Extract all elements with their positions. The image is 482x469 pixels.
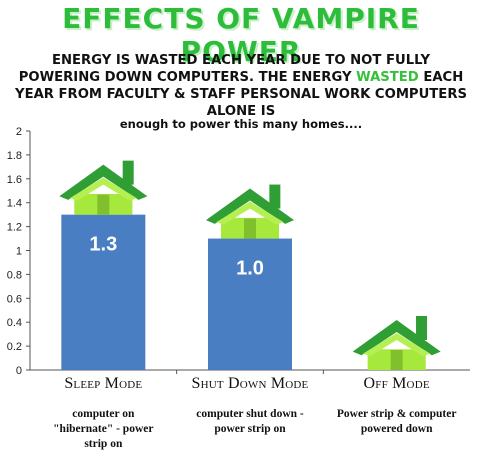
- category-note: computer on "hibernate" - power strip on: [53, 408, 154, 450]
- y-tick-label: 1: [16, 246, 22, 258]
- category-note: Power strip & computer powered down: [336, 408, 457, 435]
- house-icon: [206, 184, 294, 239]
- y-tick-label: 1.4: [7, 198, 22, 210]
- house-icon: [352, 316, 441, 370]
- y-tick-label: 1.8: [7, 150, 22, 162]
- y-tick-label: 0.8: [7, 269, 22, 281]
- headline-highlight: WASTED: [356, 70, 419, 85]
- bar: [208, 238, 292, 370]
- category-label: Sleep Mode: [64, 375, 143, 392]
- page-title: EFFECTS OF VAMPIRE POWER: [62, 2, 420, 68]
- y-tick-label: 0: [16, 365, 22, 377]
- y-tick-label: 0.4: [7, 317, 22, 329]
- data-label: 1.0: [236, 258, 264, 280]
- category-note: computer shut down - power strip on: [196, 408, 304, 435]
- y-tick-label: 2: [16, 126, 22, 138]
- headline-text: ENERGY IS WASTED EACH YEAR DUE TO NOT FU…: [14, 52, 468, 120]
- headline-part-2: EACH YEAR FROM FACULTY & STAFF PERSONAL …: [15, 70, 467, 119]
- bar: [61, 214, 146, 370]
- headline-part-1: ENERGY IS WASTED EACH YEAR DUE TO NOT FU…: [18, 53, 430, 85]
- y-tick-label: 0.6: [7, 293, 22, 305]
- data-label: 1.3: [89, 234, 117, 256]
- y-tick-label: 0.2: [7, 341, 22, 353]
- y-tick-label: 1.2: [7, 222, 22, 234]
- subline-text: enough to power this many homes....: [119, 117, 363, 131]
- house-icon: [59, 160, 148, 215]
- category-label: Off Mode: [363, 375, 430, 392]
- category-label: Shut Down Mode: [191, 375, 309, 392]
- y-tick-label: 1.6: [7, 174, 22, 186]
